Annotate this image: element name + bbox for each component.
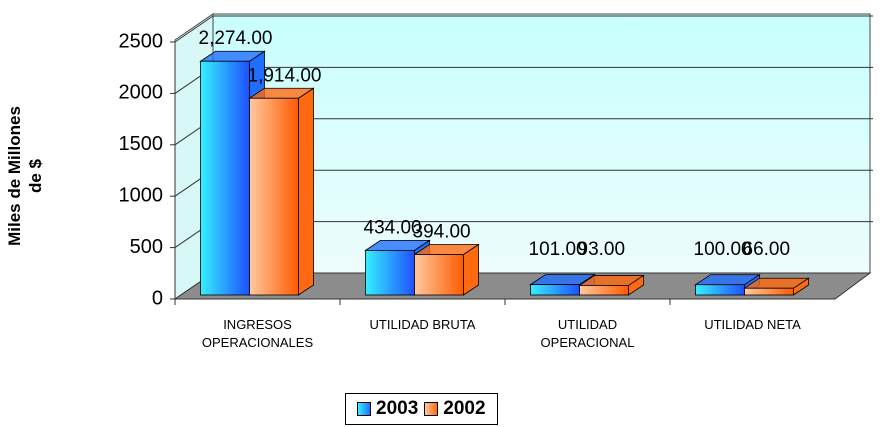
x-tick-label: UTILIDAD OPERACIONAL (540, 317, 635, 350)
y-tick-label: 2500 (119, 30, 164, 52)
x-tick-label: INGRESOS OPERACIONALES (201, 317, 314, 350)
x-tick-label: UTILIDAD BRUTA (369, 317, 476, 332)
bar-front (579, 285, 629, 296)
value-label: 434.00 (364, 217, 422, 238)
value-label: 100.00 (694, 239, 752, 260)
value-label: 66.00 (743, 239, 791, 260)
bar-front (414, 254, 464, 296)
legend-item: 2003 (357, 398, 418, 420)
legend-swatch (357, 402, 371, 416)
y-axis-title: Miles de Millones de $ (5, 106, 45, 246)
bar (578, 274, 645, 296)
legend-item: 2002 (424, 398, 486, 420)
value-label: 93.00 (578, 239, 626, 260)
y-tick-label: 2000 (119, 82, 164, 104)
bar-front (365, 249, 415, 296)
legend-label: 2002 (443, 398, 486, 419)
bar-front (744, 287, 794, 296)
bar (248, 87, 315, 296)
value-label: 1,914.00 (248, 65, 322, 86)
value-label: 2,274.00 (199, 28, 273, 49)
grid-line (174, 15, 214, 43)
bar (743, 277, 810, 296)
x-tick-label: UTILIDAD NETA (704, 317, 801, 332)
bar-front (530, 284, 580, 296)
y-tick-label: 1500 (119, 133, 164, 155)
legend: 2003 2002 (345, 393, 498, 425)
bar-front (200, 60, 250, 296)
bar-side (298, 87, 314, 296)
y-tick-label: 0 (152, 287, 163, 309)
value-label: 394.00 (413, 222, 471, 243)
y-tick-label: 500 (130, 236, 163, 258)
legend-label: 2003 (376, 398, 419, 419)
bar-front (695, 284, 745, 296)
value-label: 101.00 (529, 239, 587, 260)
bar-front (249, 97, 299, 296)
bar (413, 243, 480, 296)
y-tick-label: 1000 (119, 184, 164, 206)
legend-swatch (424, 402, 439, 416)
